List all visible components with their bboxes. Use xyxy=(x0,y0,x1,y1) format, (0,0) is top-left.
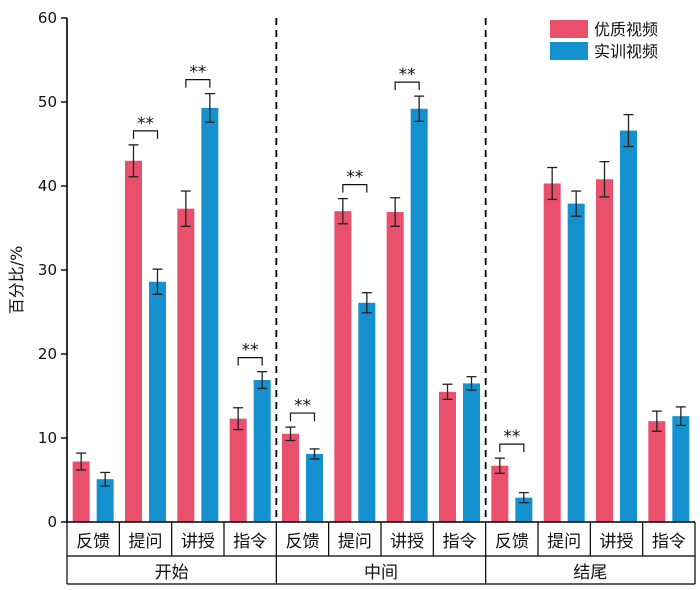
bar-quality xyxy=(596,179,613,522)
category-label: 讲授 xyxy=(181,532,215,552)
error-bars xyxy=(76,92,686,504)
y-axis-label: 百分比/% xyxy=(7,246,26,315)
significance-label: ** xyxy=(399,65,416,85)
category-label: 指令 xyxy=(233,532,267,552)
bar-training xyxy=(620,130,637,522)
bar-quality xyxy=(177,208,195,522)
bar-quality xyxy=(282,433,299,522)
bar-training xyxy=(306,453,323,522)
legend-swatch xyxy=(550,20,588,38)
y-tick-label: 0 xyxy=(47,513,57,531)
bar-training xyxy=(149,281,166,522)
significance-bracket xyxy=(394,81,420,91)
legend-label: 优质视频 xyxy=(594,20,658,39)
category-label: 指令 xyxy=(443,532,477,552)
bar-quality xyxy=(72,461,90,522)
bar-quality xyxy=(386,212,404,523)
bar-training xyxy=(96,479,114,522)
category-label: 讲授 xyxy=(600,532,634,552)
legend-swatch xyxy=(550,42,588,60)
significance-markers: ** ** ** ** ** ** ** xyxy=(132,63,525,453)
significance-label: ** xyxy=(294,396,311,416)
y-tick-label: 10 xyxy=(38,429,57,447)
category-label: 提问 xyxy=(547,532,581,552)
bar-training xyxy=(567,203,585,522)
y-tick-label: 30 xyxy=(38,261,57,279)
y-tick-label: 60 xyxy=(38,9,57,27)
bar-quality xyxy=(491,465,509,522)
legend-label: 实训视频 xyxy=(594,42,658,61)
bar-quality xyxy=(125,160,142,523)
bar-training xyxy=(253,380,271,522)
y-tick-label: 40 xyxy=(38,177,57,195)
category-label: 提问 xyxy=(129,532,163,552)
bar-quality xyxy=(229,418,247,522)
group-dividers xyxy=(275,18,487,522)
significance-bracket xyxy=(342,184,368,193)
category-label: 讲授 xyxy=(390,532,424,552)
significance-label: ** xyxy=(346,168,363,188)
bar-quality xyxy=(543,183,561,523)
significance-bracket xyxy=(132,130,159,139)
significance-label: ** xyxy=(503,427,520,447)
group-label: 结尾 xyxy=(573,563,607,583)
category-label: 指令 xyxy=(652,532,686,552)
y-tick-label: 20 xyxy=(38,345,57,363)
y-tick-label: 50 xyxy=(38,93,57,111)
bar-training xyxy=(463,383,480,522)
category-label: 提问 xyxy=(338,532,372,552)
bar-training xyxy=(201,107,219,522)
y-ticks: 0 10 20 30 40 50 60 xyxy=(38,9,67,531)
group-label: 中间 xyxy=(364,563,398,583)
significance-bracket xyxy=(237,357,263,366)
significance-label: ** xyxy=(189,63,206,83)
category-label: 反馈 xyxy=(286,532,320,552)
bar-training xyxy=(410,108,428,522)
bars xyxy=(72,107,690,523)
bar-training xyxy=(515,497,533,522)
bar-training xyxy=(358,302,376,522)
significance-bracket xyxy=(499,443,525,453)
category-label: 反馈 xyxy=(76,532,110,552)
bar-quality xyxy=(334,211,352,522)
bar-quality xyxy=(439,391,456,522)
category-label: 反馈 xyxy=(495,532,529,552)
group-label: 开始 xyxy=(155,563,189,583)
bar-quality xyxy=(648,421,666,522)
significance-label: ** xyxy=(242,341,259,361)
significance-bracket xyxy=(289,412,316,422)
y-axis: 0 10 20 30 40 50 60 xyxy=(38,9,68,531)
significance-bracket xyxy=(185,78,211,88)
bar-training xyxy=(672,416,690,522)
significance-label: ** xyxy=(137,114,154,134)
